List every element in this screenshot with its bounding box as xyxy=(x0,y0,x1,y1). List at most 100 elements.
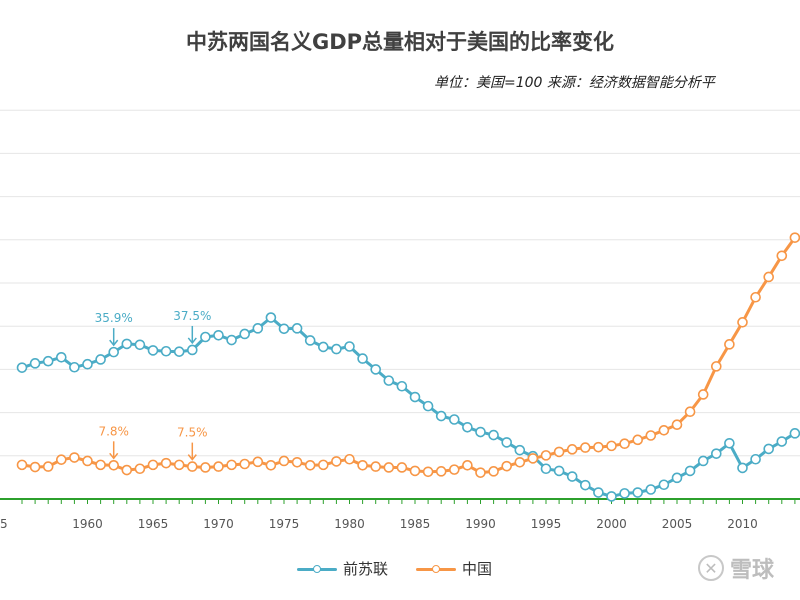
data-point-china[interactable] xyxy=(475,467,486,478)
data-point-china[interactable] xyxy=(606,440,617,452)
data-point-china[interactable] xyxy=(579,442,591,453)
data-point-china[interactable] xyxy=(16,459,28,471)
data-point-ussr[interactable] xyxy=(278,323,290,335)
data-point-ussr[interactable] xyxy=(697,455,709,467)
data-point-china[interactable] xyxy=(566,444,578,455)
data-point-ussr[interactable] xyxy=(409,391,421,403)
data-point-china[interactable] xyxy=(527,453,539,464)
data-point-ussr[interactable] xyxy=(108,346,119,358)
data-point-china[interactable] xyxy=(108,460,119,471)
data-point-ussr[interactable] xyxy=(291,323,303,334)
data-point-ussr[interactable] xyxy=(763,443,775,455)
data-point-china[interactable] xyxy=(776,250,788,262)
data-point-china[interactable] xyxy=(462,460,473,471)
data-point-ussr[interactable] xyxy=(737,462,748,474)
data-point-ussr[interactable] xyxy=(501,437,513,448)
data-point-china[interactable] xyxy=(121,464,133,476)
data-point-china[interactable] xyxy=(226,459,237,471)
data-point-ussr[interactable] xyxy=(488,429,499,441)
data-point-ussr[interactable] xyxy=(160,345,172,357)
data-point-china[interactable] xyxy=(344,453,355,465)
data-point-ussr[interactable] xyxy=(16,362,28,373)
data-point-ussr[interactable] xyxy=(344,341,355,352)
data-point-china[interactable] xyxy=(488,466,499,477)
data-point-ussr[interactable] xyxy=(187,344,198,356)
data-point-ussr[interactable] xyxy=(317,341,329,353)
data-point-china[interactable] xyxy=(29,461,41,473)
data-point-china[interactable] xyxy=(383,462,395,473)
data-point-china[interactable] xyxy=(737,317,748,328)
data-point-ussr[interactable] xyxy=(69,361,80,373)
data-point-ussr[interactable] xyxy=(383,375,395,386)
data-point-ussr[interactable] xyxy=(147,345,159,356)
data-point-ussr[interactable] xyxy=(462,421,473,433)
data-point-ussr[interactable] xyxy=(42,355,54,367)
data-point-ussr[interactable] xyxy=(553,465,565,477)
data-point-ussr[interactable] xyxy=(200,331,211,343)
data-point-ussr[interactable] xyxy=(658,479,670,491)
data-point-china[interactable] xyxy=(187,461,198,472)
data-point-china[interactable] xyxy=(789,232,800,243)
data-point-china[interactable] xyxy=(593,441,604,453)
data-point-ussr[interactable] xyxy=(121,338,133,350)
data-point-ussr[interactable] xyxy=(514,444,526,456)
data-point-ussr[interactable] xyxy=(579,479,591,491)
data-point-china[interactable] xyxy=(134,463,146,475)
data-point-ussr[interactable] xyxy=(789,428,800,439)
data-point-ussr[interactable] xyxy=(357,353,368,364)
data-point-ussr[interactable] xyxy=(475,426,486,438)
data-point-china[interactable] xyxy=(750,291,761,303)
data-point-china[interactable] xyxy=(396,462,408,473)
data-point-china[interactable] xyxy=(671,419,683,430)
data-point-ussr[interactable] xyxy=(239,328,250,340)
data-point-ussr[interactable] xyxy=(776,436,788,447)
data-point-china[interactable] xyxy=(422,466,434,478)
data-point-china[interactable] xyxy=(317,459,329,471)
data-point-china[interactable] xyxy=(632,434,644,446)
data-point-ussr[interactable] xyxy=(619,488,630,499)
data-point-china[interactable] xyxy=(42,461,54,472)
data-point-ussr[interactable] xyxy=(750,453,761,465)
data-point-ussr[interactable] xyxy=(435,410,447,422)
data-point-china[interactable] xyxy=(619,438,630,450)
data-point-ussr[interactable] xyxy=(671,472,683,484)
data-point-ussr[interactable] xyxy=(95,354,106,365)
data-point-china[interactable] xyxy=(173,459,185,471)
data-point-ussr[interactable] xyxy=(55,352,67,363)
data-point-china[interactable] xyxy=(69,452,80,463)
data-point-china[interactable] xyxy=(553,446,565,458)
data-point-china[interactable] xyxy=(278,455,290,467)
data-point-china[interactable] xyxy=(370,461,382,472)
data-point-china[interactable] xyxy=(514,456,526,468)
data-point-ussr[interactable] xyxy=(606,491,617,502)
data-point-china[interactable] xyxy=(409,465,421,477)
data-point-china[interactable] xyxy=(55,454,67,465)
data-point-china[interactable] xyxy=(265,460,277,471)
data-point-ussr[interactable] xyxy=(724,437,735,449)
data-point-ussr[interactable] xyxy=(134,339,146,351)
legend-item-china[interactable]: 中国 xyxy=(416,558,492,579)
data-point-ussr[interactable] xyxy=(370,364,382,375)
data-point-china[interactable] xyxy=(645,430,657,441)
data-point-china[interactable] xyxy=(658,425,670,436)
data-point-china[interactable] xyxy=(435,466,447,477)
data-point-ussr[interactable] xyxy=(213,329,224,341)
data-point-ussr[interactable] xyxy=(448,414,460,425)
data-point-china[interactable] xyxy=(95,459,106,471)
data-point-china[interactable] xyxy=(200,462,211,473)
data-point-china[interactable] xyxy=(763,271,775,283)
data-point-china[interactable] xyxy=(82,455,93,467)
data-point-ussr[interactable] xyxy=(29,358,41,369)
legend-item-ussr[interactable]: 前苏联 xyxy=(297,558,388,579)
data-point-china[interactable] xyxy=(724,339,735,350)
data-point-ussr[interactable] xyxy=(82,358,93,370)
data-point-china[interactable] xyxy=(684,406,696,418)
data-point-china[interactable] xyxy=(448,464,460,475)
data-point-ussr[interactable] xyxy=(684,465,696,477)
data-point-ussr[interactable] xyxy=(226,334,237,346)
data-point-china[interactable] xyxy=(213,461,224,472)
data-point-ussr[interactable] xyxy=(265,312,277,323)
data-point-china[interactable] xyxy=(331,456,342,467)
data-point-ussr[interactable] xyxy=(710,448,722,459)
data-point-ussr[interactable] xyxy=(566,471,578,482)
